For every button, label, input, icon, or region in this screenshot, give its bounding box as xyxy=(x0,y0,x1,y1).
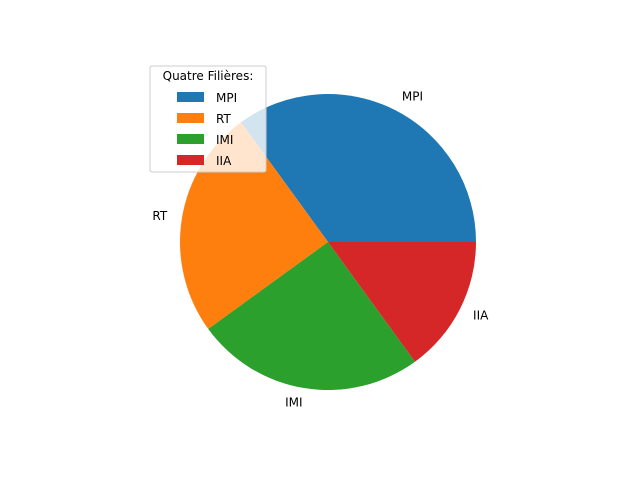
legend-swatch-iia xyxy=(177,155,204,165)
pie-slice-iia xyxy=(328,242,476,362)
legend-swatch-mpi xyxy=(177,92,204,102)
pie-slice-mpi xyxy=(241,94,477,242)
slice-label-mpi: MPI xyxy=(402,89,423,103)
legend: Quatre Filières: MPI RT IMI IIA xyxy=(149,65,267,173)
slice-label-imi: IMI xyxy=(285,395,302,409)
slice-label-iia: IIA xyxy=(473,308,489,322)
legend-entry-mpi: MPI xyxy=(216,91,237,105)
pie-slice-labels: MPI RT IMI IIA xyxy=(152,89,489,409)
legend-swatch-rt xyxy=(177,113,204,123)
pie-slices xyxy=(180,94,477,390)
legend-entry-rt: RT xyxy=(216,112,231,126)
pie-slice-imi xyxy=(208,242,415,390)
legend-title: Quatre Filières: xyxy=(163,69,254,83)
legend-entry-iia: IIA xyxy=(216,154,232,168)
slice-label-rt: RT xyxy=(152,209,167,223)
legend-swatch-imi xyxy=(177,134,204,144)
legend-entry-imi: IMI xyxy=(216,133,233,147)
pie-slice-rt xyxy=(180,122,328,329)
